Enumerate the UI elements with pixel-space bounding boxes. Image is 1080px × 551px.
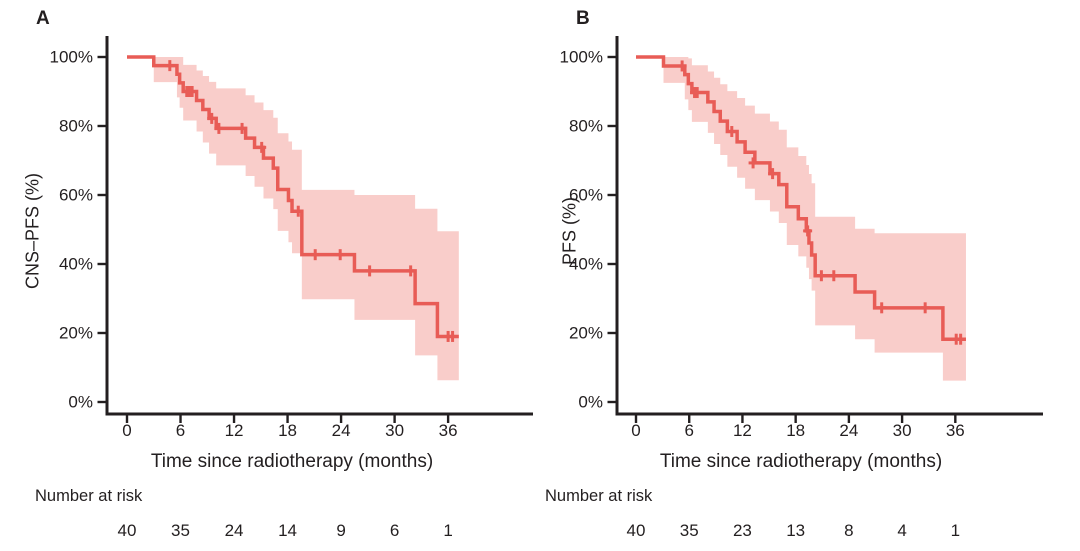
censor-mark-a — [365, 265, 375, 277]
x-axis-title-b: Time since radiotherapy (months) — [659, 451, 943, 472]
x-tick-label-b: 36 — [945, 421, 965, 440]
censor-mark-a — [237, 122, 247, 134]
km-panel-b — [607, 36, 1043, 423]
risk-count-a: 24 — [224, 521, 244, 540]
censor-mark-b — [727, 126, 737, 138]
y-tick-label-a: 20% — [58, 323, 93, 343]
y-tick-label-a: 60% — [58, 185, 93, 205]
risk-count-b: 35 — [679, 521, 699, 540]
risk-count-b: 23 — [732, 521, 752, 540]
risk-count-a: 1 — [443, 521, 453, 540]
censor-mark-a — [207, 112, 217, 124]
y-tick-label-a: 80% — [58, 116, 93, 136]
censor-mark-b — [816, 270, 826, 282]
risk-count-b: 40 — [626, 521, 646, 540]
risk-count-a: 14 — [278, 521, 298, 540]
censor-mark-b — [829, 270, 839, 282]
x-tick-label-b: 0 — [631, 421, 641, 440]
censor-mark-b — [803, 225, 813, 237]
risk-count-b: 13 — [786, 521, 806, 540]
y-axis-title-a: CNS–PFS (%) — [22, 172, 43, 290]
x-tick-label-b: 18 — [786, 421, 806, 440]
x-tick-label-a: 0 — [122, 421, 132, 440]
y-tick-label-b: 100% — [559, 47, 603, 67]
km-panel-a — [97, 36, 533, 423]
y-tick-label-b: 20% — [568, 323, 603, 343]
risk-count-b: 4 — [897, 521, 907, 540]
x-tick-label-b: 6 — [684, 421, 694, 440]
panel-label-a: A — [36, 8, 50, 29]
censor-mark-a — [257, 141, 267, 153]
censor-mark-a — [310, 249, 320, 261]
y-tick-label-b: 40% — [568, 254, 603, 274]
censor-mark-b — [877, 302, 887, 314]
risk-count-b: 8 — [844, 521, 854, 540]
y-tick-label-b: 0% — [578, 392, 603, 412]
x-tick-label-a: 6 — [175, 421, 186, 440]
survival-curve-a — [127, 55, 459, 339]
risk-count-a: 40 — [117, 521, 137, 540]
survival-curve-b — [636, 55, 966, 341]
censor-mark-b — [677, 60, 687, 72]
y-tick-label-a: 0% — [68, 392, 93, 412]
number-at-risk-label-b: Number at risk — [545, 487, 653, 505]
x-tick-label-a: 24 — [331, 421, 351, 440]
risk-count-a: 35 — [171, 521, 190, 540]
censor-mark-a — [293, 205, 303, 217]
censor-mark-b — [956, 333, 966, 345]
x-tick-label-a: 18 — [278, 421, 298, 440]
y-tick-label-a: 100% — [49, 47, 93, 67]
censor-mark-a — [406, 265, 416, 277]
x-tick-label-b: 12 — [732, 421, 752, 440]
x-tick-label-b: 24 — [839, 421, 859, 440]
x-tick-label-a: 12 — [224, 421, 244, 440]
x-tick-label-b: 30 — [892, 421, 912, 440]
risk-count-a: 9 — [336, 521, 346, 540]
x-tick-label-a: 30 — [385, 421, 405, 440]
censor-mark-b — [748, 157, 758, 169]
number-at-risk-label-a: Number at risk — [35, 487, 143, 505]
x-tick-label-a: 36 — [438, 421, 458, 440]
y-tick-label-b: 80% — [568, 116, 603, 136]
censor-mark-b — [692, 87, 702, 99]
censor-mark-a — [165, 60, 175, 72]
censor-mark-b — [768, 168, 778, 180]
censor-mark-a — [187, 86, 197, 97]
confidence-band-a — [127, 57, 459, 381]
risk-count-a: 6 — [389, 521, 400, 540]
y-tick-label-b: 60% — [568, 185, 603, 205]
panel-label-b: B — [576, 8, 590, 29]
censor-mark-a — [335, 249, 345, 261]
censor-mark-a — [448, 330, 458, 342]
censor-mark-a — [214, 122, 224, 134]
risk-count-b: 1 — [950, 521, 961, 540]
censor-mark-b — [920, 302, 930, 314]
y-tick-label-a: 40% — [58, 254, 93, 274]
x-axis-title-a: Time since radiotherapy (months) — [150, 451, 434, 472]
